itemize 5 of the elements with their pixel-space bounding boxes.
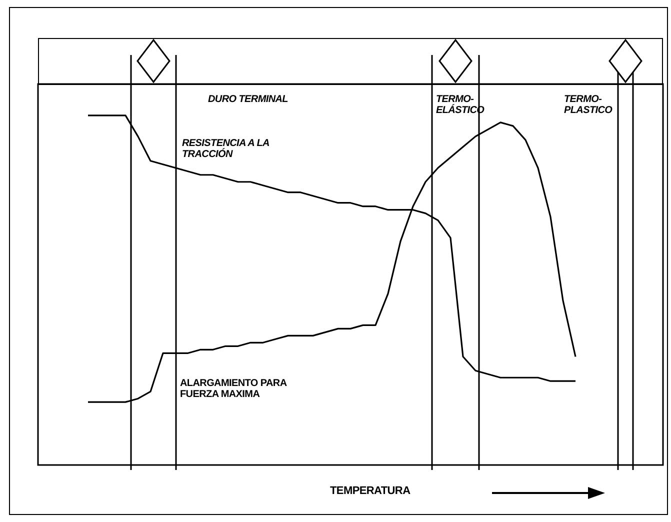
series-label: RESISTENCIA A LA TRACCIÓN <box>182 138 270 160</box>
x-axis-title: TEMPERATURA <box>330 485 410 497</box>
text: ALARGAMIENTO PARA FUERZA MAXIMA <box>180 378 288 400</box>
annotation: TERMO- PLASTICO <box>564 94 612 116</box>
text: DURO TERMINAL <box>208 94 288 105</box>
